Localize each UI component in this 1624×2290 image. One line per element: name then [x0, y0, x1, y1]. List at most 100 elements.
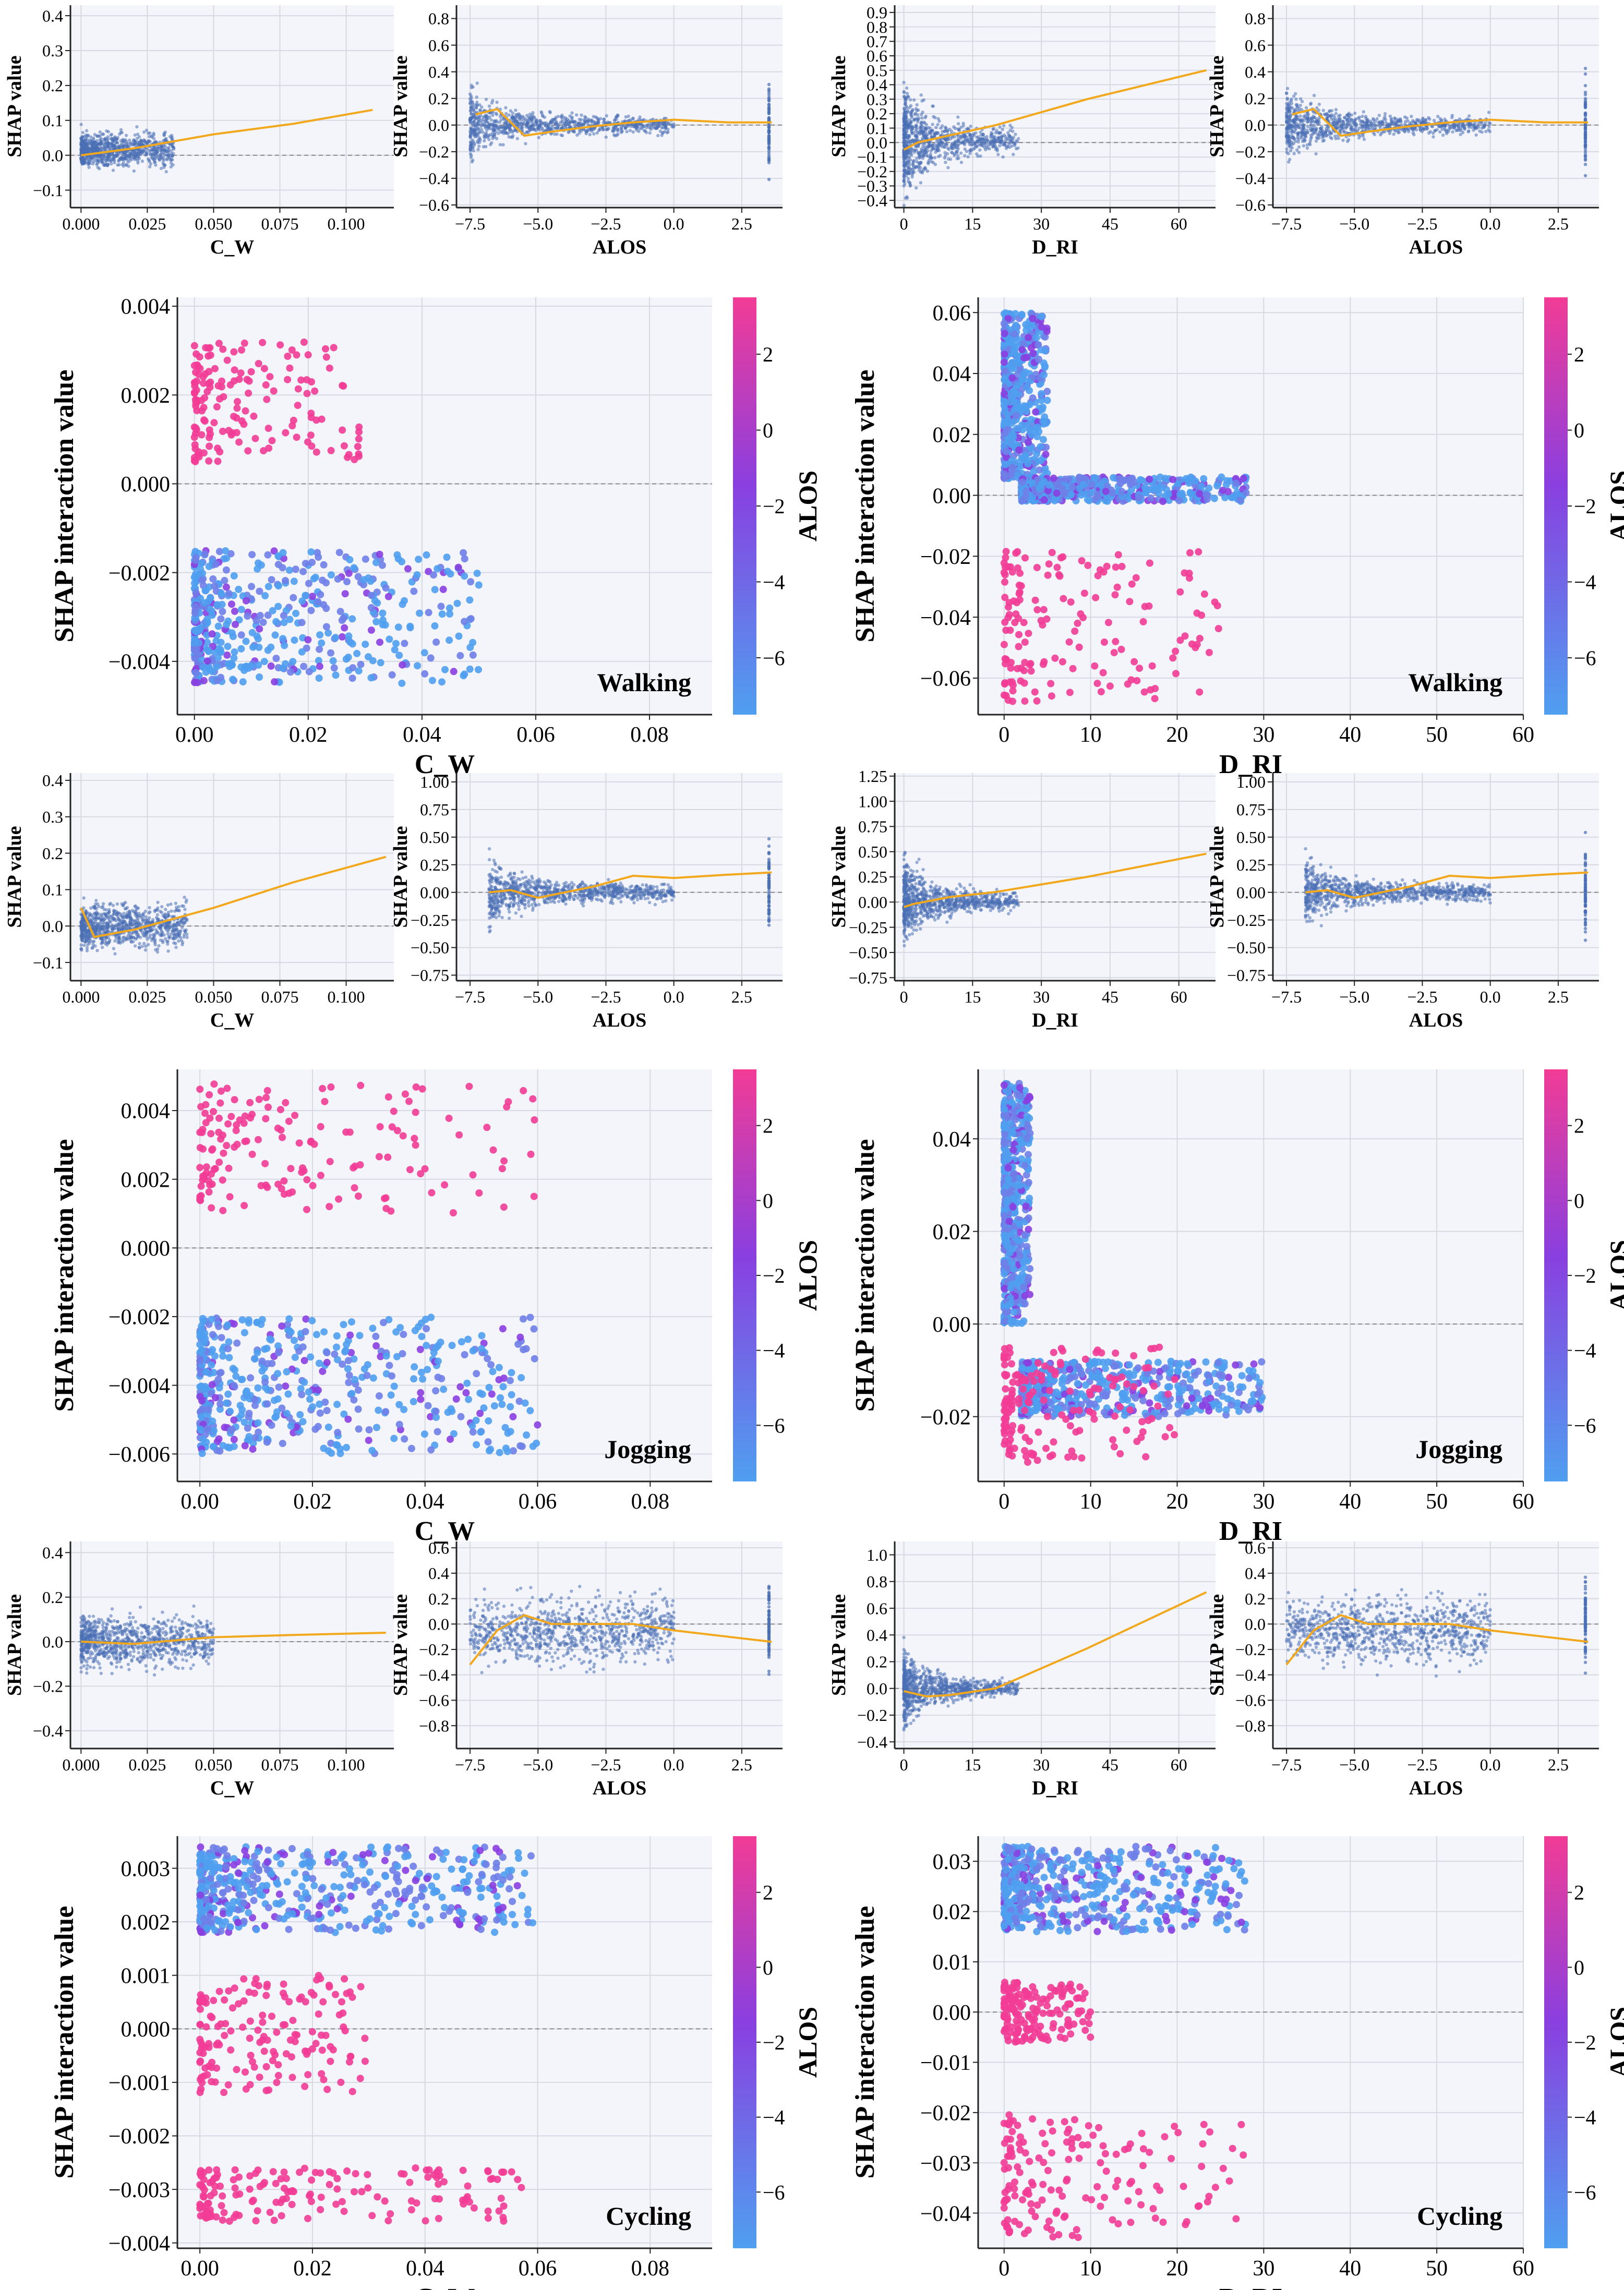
data-point: [619, 126, 623, 129]
data-point: [923, 116, 927, 119]
data-point: [903, 137, 907, 140]
data-point: [1012, 152, 1015, 156]
data-point: [247, 662, 255, 670]
data-point: [959, 161, 964, 164]
data-point: [198, 576, 206, 584]
data-point: [312, 448, 320, 456]
data-point: [1287, 135, 1291, 139]
data-point: [589, 127, 593, 131]
data-point: [191, 457, 199, 465]
data-point: [1010, 144, 1014, 148]
data-point: [191, 627, 199, 635]
data-point: [414, 662, 422, 670]
data-point: [530, 118, 534, 122]
data-point: [307, 548, 315, 556]
data-point: [1308, 139, 1313, 143]
x-tick-label: 0.0: [664, 214, 684, 233]
data-point: [515, 113, 519, 117]
data-point: [314, 598, 322, 606]
data-point: [307, 431, 315, 439]
x-tick-label: 15: [964, 214, 981, 233]
data-point: [235, 438, 243, 446]
data-point: [104, 146, 108, 150]
data-point: [905, 95, 909, 99]
data-point: [469, 155, 473, 160]
data-point: [1583, 105, 1587, 109]
data-point: [398, 558, 406, 565]
data-point: [315, 553, 322, 561]
data-point: [1431, 131, 1435, 135]
data-point: [1403, 130, 1406, 134]
data-point: [905, 120, 909, 124]
data-point: [432, 638, 440, 646]
data-point: [371, 597, 379, 605]
y-tick-label: 0.000: [121, 473, 171, 497]
x-tick-label: 0.050: [195, 214, 232, 233]
data-point: [250, 412, 258, 420]
data-point: [1284, 91, 1289, 95]
data-point: [927, 142, 931, 146]
data-point: [601, 128, 605, 131]
data-point: [353, 649, 361, 657]
data-point: [280, 612, 287, 620]
data-point: [81, 143, 85, 147]
data-point: [256, 612, 264, 619]
data-point: [992, 138, 995, 142]
x-tick-label: 0.000: [62, 214, 100, 233]
data-point: [92, 136, 95, 140]
data-point: [912, 148, 916, 152]
data-point: [470, 138, 474, 142]
data-point: [903, 182, 907, 186]
data-point: [423, 551, 430, 559]
data-point: [956, 122, 960, 126]
data-point: [948, 128, 952, 131]
data-point: [919, 150, 923, 154]
data-point: [238, 417, 246, 425]
data-point: [266, 373, 274, 381]
data-point: [200, 449, 208, 457]
data-point: [767, 146, 771, 150]
data-point: [234, 397, 241, 405]
data-point: [271, 631, 279, 639]
data-point: [627, 114, 630, 118]
data-point: [208, 630, 216, 638]
data-point: [1441, 134, 1445, 137]
data-point: [908, 98, 912, 102]
data-point: [1309, 135, 1314, 139]
data-point: [100, 158, 104, 162]
data-point: [260, 365, 268, 372]
x-axis-label: ALOS: [593, 236, 646, 258]
data-point: [467, 615, 475, 623]
data-point: [335, 549, 343, 557]
data-point: [922, 120, 926, 124]
data-point: [1315, 106, 1319, 110]
data-point: [466, 596, 474, 604]
data-point: [341, 590, 349, 598]
data-point: [498, 115, 502, 118]
data-point: [214, 654, 222, 662]
data-point: [135, 125, 139, 129]
data-point: [966, 155, 970, 159]
x-tick-label: 0.100: [328, 214, 365, 233]
data-point: [431, 622, 439, 630]
data-point: [1309, 102, 1313, 106]
data-point: [468, 144, 473, 148]
data-point: [304, 636, 312, 644]
data-point: [595, 116, 599, 120]
data-point: [1381, 119, 1385, 123]
data-point: [1345, 122, 1349, 126]
data-point: [1583, 174, 1587, 177]
data-point: [100, 147, 104, 150]
data-point: [911, 163, 915, 167]
x-tick-label: −5.0: [523, 214, 553, 233]
data-point: [1583, 97, 1587, 101]
data-point: [312, 416, 320, 424]
data-point: [522, 119, 526, 123]
data-point: [293, 433, 300, 441]
data-point: [959, 151, 963, 155]
data-point: [1287, 160, 1291, 164]
data-point: [472, 119, 476, 123]
data-point: [498, 143, 502, 147]
data-point: [560, 134, 564, 138]
